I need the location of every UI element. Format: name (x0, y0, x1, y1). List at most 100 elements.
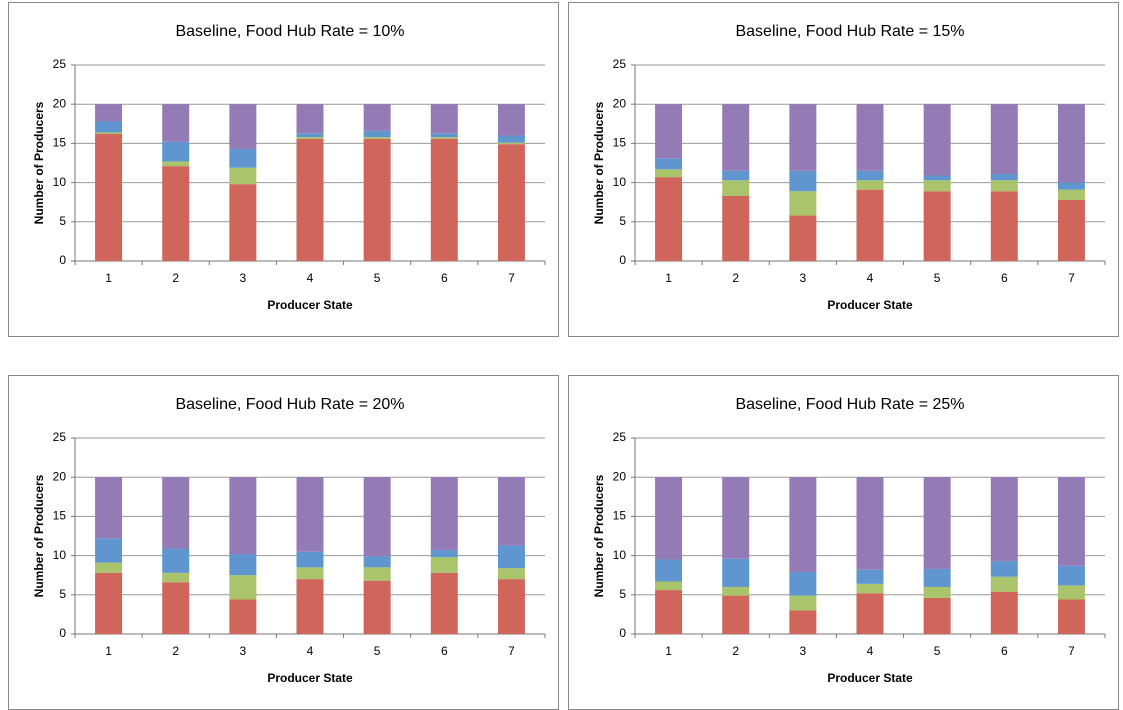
bar-segment (296, 551, 324, 568)
y-axis-label: Number of Producers (32, 474, 46, 597)
bar-segment (497, 545, 525, 569)
bar-segment (655, 477, 683, 560)
bar-segment (430, 550, 458, 558)
y-tick-label: 15 (53, 509, 67, 523)
bar-segment (363, 138, 391, 261)
bar-segment (229, 167, 257, 185)
bar-segment (789, 610, 817, 634)
bar-segment (856, 477, 884, 570)
x-tick-label: 6 (441, 271, 448, 285)
x-tick-label: 4 (867, 271, 874, 285)
x-tick-label: 3 (800, 644, 807, 658)
bar-segment (923, 175, 951, 181)
bar-segment (229, 554, 257, 576)
x-tick-label: 4 (867, 644, 874, 658)
y-tick-label: 20 (613, 469, 627, 483)
bar-segment (296, 104, 324, 134)
bar-segment (430, 133, 458, 138)
x-tick-label: 5 (374, 271, 381, 285)
chart-title: Baseline, Food Hub Rate = 20% (175, 396, 404, 413)
x-tick-label: 7 (1068, 271, 1075, 285)
x-tick-label: 1 (665, 644, 672, 658)
panel-border (568, 2, 1119, 337)
bar-segment (1057, 104, 1085, 183)
bar-segment (856, 104, 884, 171)
y-axis-label: Number of Producers (592, 101, 606, 224)
bar-segment (990, 561, 1018, 577)
y-tick-label: 10 (53, 175, 67, 189)
y-tick-label: 20 (613, 96, 627, 110)
bar-segment (430, 572, 458, 634)
y-tick-label: 10 (53, 548, 67, 562)
bar-segment (655, 158, 683, 170)
bar-segment (1057, 477, 1085, 566)
y-tick-label: 25 (613, 430, 627, 444)
x-tick-label: 6 (1001, 644, 1008, 658)
bar-segment (162, 548, 190, 573)
y-tick-label: 20 (53, 469, 67, 483)
bar-segment (95, 121, 123, 133)
bar-segment (229, 477, 257, 555)
bar-segment (990, 576, 1018, 592)
bar-segment (430, 138, 458, 261)
bar-segment (655, 104, 683, 159)
bar-segment (430, 137, 458, 139)
bar-segment (296, 138, 324, 261)
bar-segment (923, 180, 951, 192)
chart-title: Baseline, Food Hub Rate = 10% (175, 23, 404, 40)
y-axis-label: Number of Producers (592, 474, 606, 597)
bar-segment (789, 170, 817, 192)
x-tick-label: 2 (732, 644, 739, 658)
y-tick-label: 5 (619, 214, 626, 228)
bar-segment (497, 579, 525, 634)
y-tick-label: 20 (53, 96, 67, 110)
bar-segment (229, 148, 257, 168)
bar-segment (722, 180, 750, 196)
bar-segment (1057, 189, 1085, 200)
bar-segment (95, 477, 123, 539)
x-tick-label: 7 (508, 644, 515, 658)
bar-segment (430, 477, 458, 551)
x-tick-label: 7 (508, 271, 515, 285)
bar-segment (497, 144, 525, 261)
bar-segment (923, 568, 951, 587)
bar-segment (856, 583, 884, 594)
bar-segment (990, 477, 1018, 562)
y-tick-label: 5 (619, 587, 626, 601)
x-tick-label: 1 (665, 271, 672, 285)
bar-segment (95, 562, 123, 573)
y-tick-label: 15 (613, 509, 627, 523)
bar-segment (990, 191, 1018, 261)
bar-segment (162, 582, 190, 634)
chart-panel: Baseline, Food Hub Rate = 15%05101520251… (568, 2, 1119, 337)
bar-segment (497, 104, 525, 136)
bar-segment (1057, 585, 1085, 600)
bar-segment (923, 191, 951, 261)
bar-segment (856, 569, 884, 584)
x-tick-label: 6 (1001, 271, 1008, 285)
y-tick-label: 25 (613, 57, 627, 71)
bar-segment (296, 137, 324, 139)
chart-title: Baseline, Food Hub Rate = 15% (735, 23, 964, 40)
bar-segment (923, 597, 951, 634)
bar-segment (497, 568, 525, 580)
bar-segment (990, 104, 1018, 174)
x-tick-label: 5 (934, 271, 941, 285)
bar-segment (229, 575, 257, 600)
bar-segment (1057, 599, 1085, 634)
bar-segment (789, 215, 817, 261)
bar-segment (95, 133, 123, 261)
y-tick-label: 15 (613, 136, 627, 150)
bar-segment (497, 135, 525, 143)
panel-border (568, 375, 1119, 710)
y-tick-label: 15 (53, 136, 67, 150)
bar-segment (923, 104, 951, 176)
chart-panel: Baseline, Food Hub Rate = 10%05101520251… (8, 2, 559, 337)
bar-segment (162, 161, 190, 167)
bar-segment (722, 195, 750, 261)
bar-segment (655, 581, 683, 591)
bar-segment (990, 591, 1018, 634)
bar-segment (789, 572, 817, 596)
bar-segment (363, 567, 391, 581)
